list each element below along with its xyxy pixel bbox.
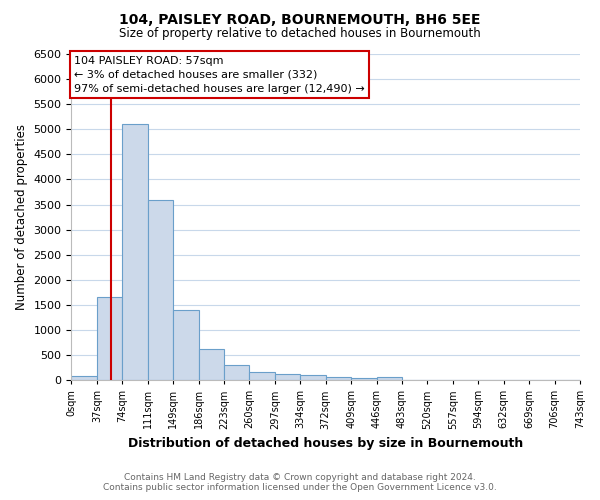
Bar (122, 124, 148, 380)
Text: Contains HM Land Registry data © Crown copyright and database right 2024.
Contai: Contains HM Land Registry data © Crown c… (103, 473, 497, 492)
Text: 104, PAISLEY ROAD, BOURNEMOUTH, BH6 5EE: 104, PAISLEY ROAD, BOURNEMOUTH, BH6 5EE (119, 12, 481, 26)
Bar (71, 376, 97, 380)
Bar (377, 377, 402, 380)
Bar (250, 372, 275, 380)
Bar (148, 200, 173, 380)
Bar (224, 365, 250, 380)
Y-axis label: Number of detached properties: Number of detached properties (15, 124, 28, 310)
X-axis label: Distribution of detached houses by size in Bournemouth: Distribution of detached houses by size … (128, 437, 523, 450)
Bar (300, 375, 326, 380)
Bar (173, 310, 199, 380)
Bar (326, 378, 351, 380)
Text: Size of property relative to detached houses in Bournemouth: Size of property relative to detached ho… (119, 28, 481, 40)
Bar (199, 349, 224, 380)
Bar (351, 378, 377, 380)
Text: 104 PAISLEY ROAD: 57sqm
← 3% of detached houses are smaller (332)
97% of semi-de: 104 PAISLEY ROAD: 57sqm ← 3% of detached… (74, 56, 365, 94)
Bar (275, 374, 300, 380)
Bar (97, 298, 122, 380)
